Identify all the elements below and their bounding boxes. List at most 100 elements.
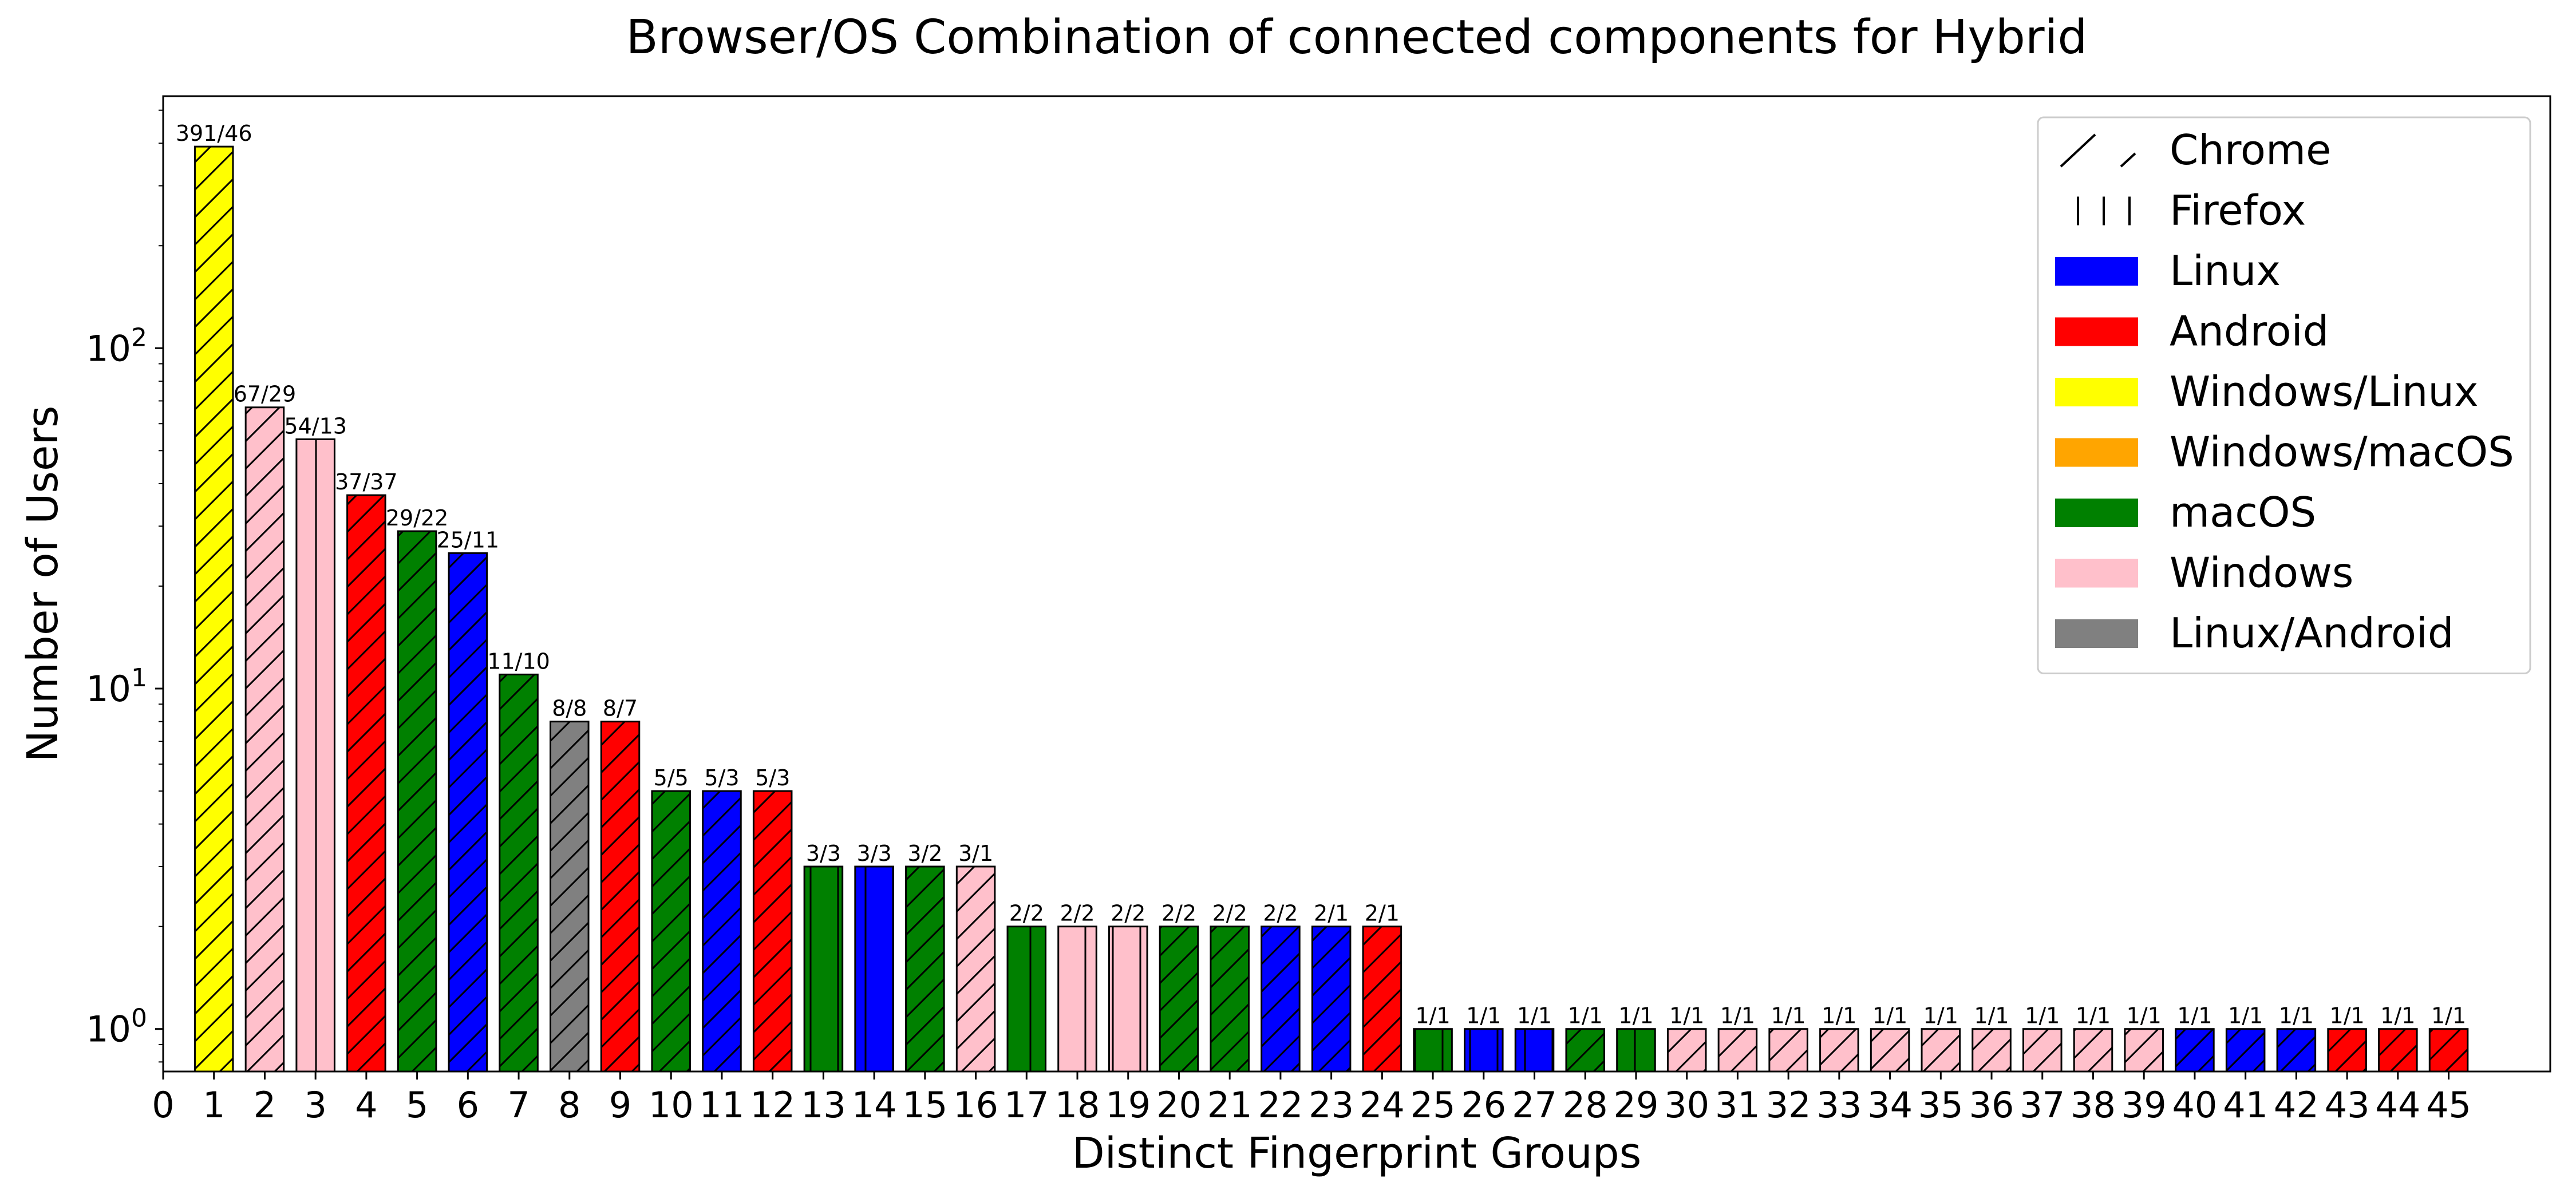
bar-21 bbox=[1210, 926, 1250, 1073]
bar-4 bbox=[346, 494, 386, 1073]
y-tick-label: 100 bbox=[86, 1004, 147, 1050]
x-tick-label: 14 bbox=[852, 1084, 897, 1126]
x-tick-label: 5 bbox=[406, 1084, 428, 1126]
x-tick-label: 41 bbox=[2223, 1084, 2268, 1126]
x-tick-label: 43 bbox=[2325, 1084, 2370, 1126]
x-tick-label: 10 bbox=[649, 1084, 694, 1126]
x-tick-label: 32 bbox=[1766, 1084, 1811, 1126]
bar-value-label: 2/2 bbox=[1212, 901, 1247, 926]
x-tick-label: 35 bbox=[1918, 1084, 1963, 1126]
bar-10 bbox=[651, 790, 692, 1073]
legend-swatch bbox=[2055, 438, 2138, 467]
bar-value-label: 1/1 bbox=[2380, 1003, 2415, 1029]
y-tick-label: 102 bbox=[86, 323, 147, 369]
x-tick-label: 23 bbox=[1309, 1084, 1354, 1126]
bar-23 bbox=[1311, 926, 1352, 1073]
bar-27 bbox=[1514, 1028, 1555, 1073]
legend-label: Windows/macOS bbox=[2170, 428, 2514, 476]
bar-value-label: 1/1 bbox=[1669, 1003, 1704, 1029]
x-tick-label: 30 bbox=[1664, 1084, 1709, 1126]
bar-19 bbox=[1108, 926, 1148, 1073]
bar-39 bbox=[2124, 1028, 2164, 1073]
bar-14 bbox=[854, 865, 894, 1073]
bar-value-label: 2/2 bbox=[1161, 901, 1196, 926]
legend-hatch-swatch bbox=[2060, 133, 2136, 168]
x-tick-label: 40 bbox=[2172, 1084, 2217, 1126]
bar-value-label: 1/1 bbox=[1974, 1003, 2009, 1029]
bar-value-label: 5/5 bbox=[654, 765, 689, 790]
legend-item-linux-android: Linux/Android bbox=[2055, 609, 2454, 657]
bar-value-label: 1/1 bbox=[1618, 1003, 1653, 1029]
x-tick-label: 38 bbox=[2071, 1084, 2116, 1126]
bar-38 bbox=[2073, 1028, 2113, 1073]
bar-value-label: 1/1 bbox=[2025, 1003, 2060, 1029]
bar-35 bbox=[1921, 1028, 1961, 1073]
bar-value-label: 67/29 bbox=[234, 382, 297, 407]
x-tick-label: 12 bbox=[750, 1084, 795, 1126]
bar-24 bbox=[1362, 926, 1402, 1073]
bar-value-label: 3/2 bbox=[907, 841, 942, 866]
legend-swatch bbox=[2055, 499, 2138, 527]
x-tick-label: 3 bbox=[304, 1084, 326, 1126]
bar-value-label: 2/2 bbox=[1111, 901, 1145, 926]
bar-41 bbox=[2225, 1028, 2266, 1073]
bar-1 bbox=[193, 145, 234, 1073]
bar-15 bbox=[905, 865, 945, 1073]
x-tick-label: 25 bbox=[1411, 1084, 1456, 1126]
bar-30 bbox=[1666, 1028, 1707, 1073]
legend-item-android: Android bbox=[2055, 307, 2329, 355]
bar-value-label: 54/13 bbox=[284, 413, 347, 438]
legend-item-windows-linux: Windows/Linux bbox=[2055, 367, 2479, 416]
bar-value-label: 2/1 bbox=[1314, 901, 1349, 926]
legend-swatch bbox=[2055, 378, 2138, 406]
bar-value-label: 1/1 bbox=[1822, 1003, 1856, 1029]
bar-3 bbox=[295, 438, 335, 1073]
bar-5 bbox=[397, 530, 437, 1073]
bar-value-label: 29/22 bbox=[386, 505, 449, 531]
bar-value-label: 1/1 bbox=[1568, 1003, 1603, 1029]
y-axis-label: Number of Users bbox=[18, 406, 68, 762]
x-tick-label: 26 bbox=[1461, 1084, 1506, 1126]
bar-7 bbox=[499, 673, 539, 1073]
x-tick-label: 4 bbox=[355, 1084, 377, 1126]
bar-value-label: 1/1 bbox=[2076, 1003, 2111, 1029]
x-tick-label: 21 bbox=[1207, 1084, 1253, 1126]
bar-34 bbox=[1870, 1028, 1910, 1073]
plot-area bbox=[162, 95, 2551, 1073]
bar-20 bbox=[1159, 926, 1199, 1073]
bar-45 bbox=[2428, 1028, 2469, 1073]
legend-item-macos: macOS bbox=[2055, 488, 2316, 536]
x-tick-label: 45 bbox=[2426, 1084, 2471, 1126]
bar-33 bbox=[1819, 1028, 1859, 1073]
bar-value-label: 8/8 bbox=[552, 696, 587, 721]
legend-item-chrome: Chrome bbox=[2060, 126, 2331, 174]
x-tick-label: 37 bbox=[2020, 1084, 2065, 1126]
bar-value-label: 3/3 bbox=[857, 841, 892, 866]
x-tick-label: 9 bbox=[609, 1084, 631, 1126]
chart-title: Browser/OS Combination of connected comp… bbox=[626, 10, 2088, 65]
bar-17 bbox=[1006, 926, 1047, 1073]
x-tick-label: 44 bbox=[2375, 1084, 2420, 1126]
bar-value-label: 3/1 bbox=[958, 841, 993, 866]
x-tick-label: 0 bbox=[152, 1084, 174, 1126]
x-tick-label: 42 bbox=[2274, 1084, 2319, 1126]
bar-40 bbox=[2175, 1028, 2215, 1073]
bar-value-label: 1/1 bbox=[2127, 1003, 2162, 1029]
bar-31 bbox=[1717, 1028, 1758, 1073]
bar-value-label: 1/1 bbox=[1517, 1003, 1552, 1029]
legend-item-linux: Linux bbox=[2055, 247, 2281, 295]
bar-29 bbox=[1616, 1028, 1656, 1073]
bar-value-label: 391/46 bbox=[176, 121, 252, 146]
x-axis-label: Distinct Fingerprint Groups bbox=[1072, 1129, 1642, 1178]
legend-label: Linux bbox=[2170, 247, 2281, 295]
x-tick-label: 36 bbox=[1969, 1084, 2014, 1126]
bar-43 bbox=[2327, 1028, 2367, 1073]
bar-37 bbox=[2022, 1028, 2063, 1073]
bar-42 bbox=[2276, 1028, 2317, 1073]
x-tick-label: 33 bbox=[1816, 1084, 1862, 1126]
bar-8 bbox=[550, 721, 590, 1073]
bar-value-label: 2/2 bbox=[1060, 901, 1095, 926]
x-tick-label: 24 bbox=[1360, 1084, 1405, 1126]
